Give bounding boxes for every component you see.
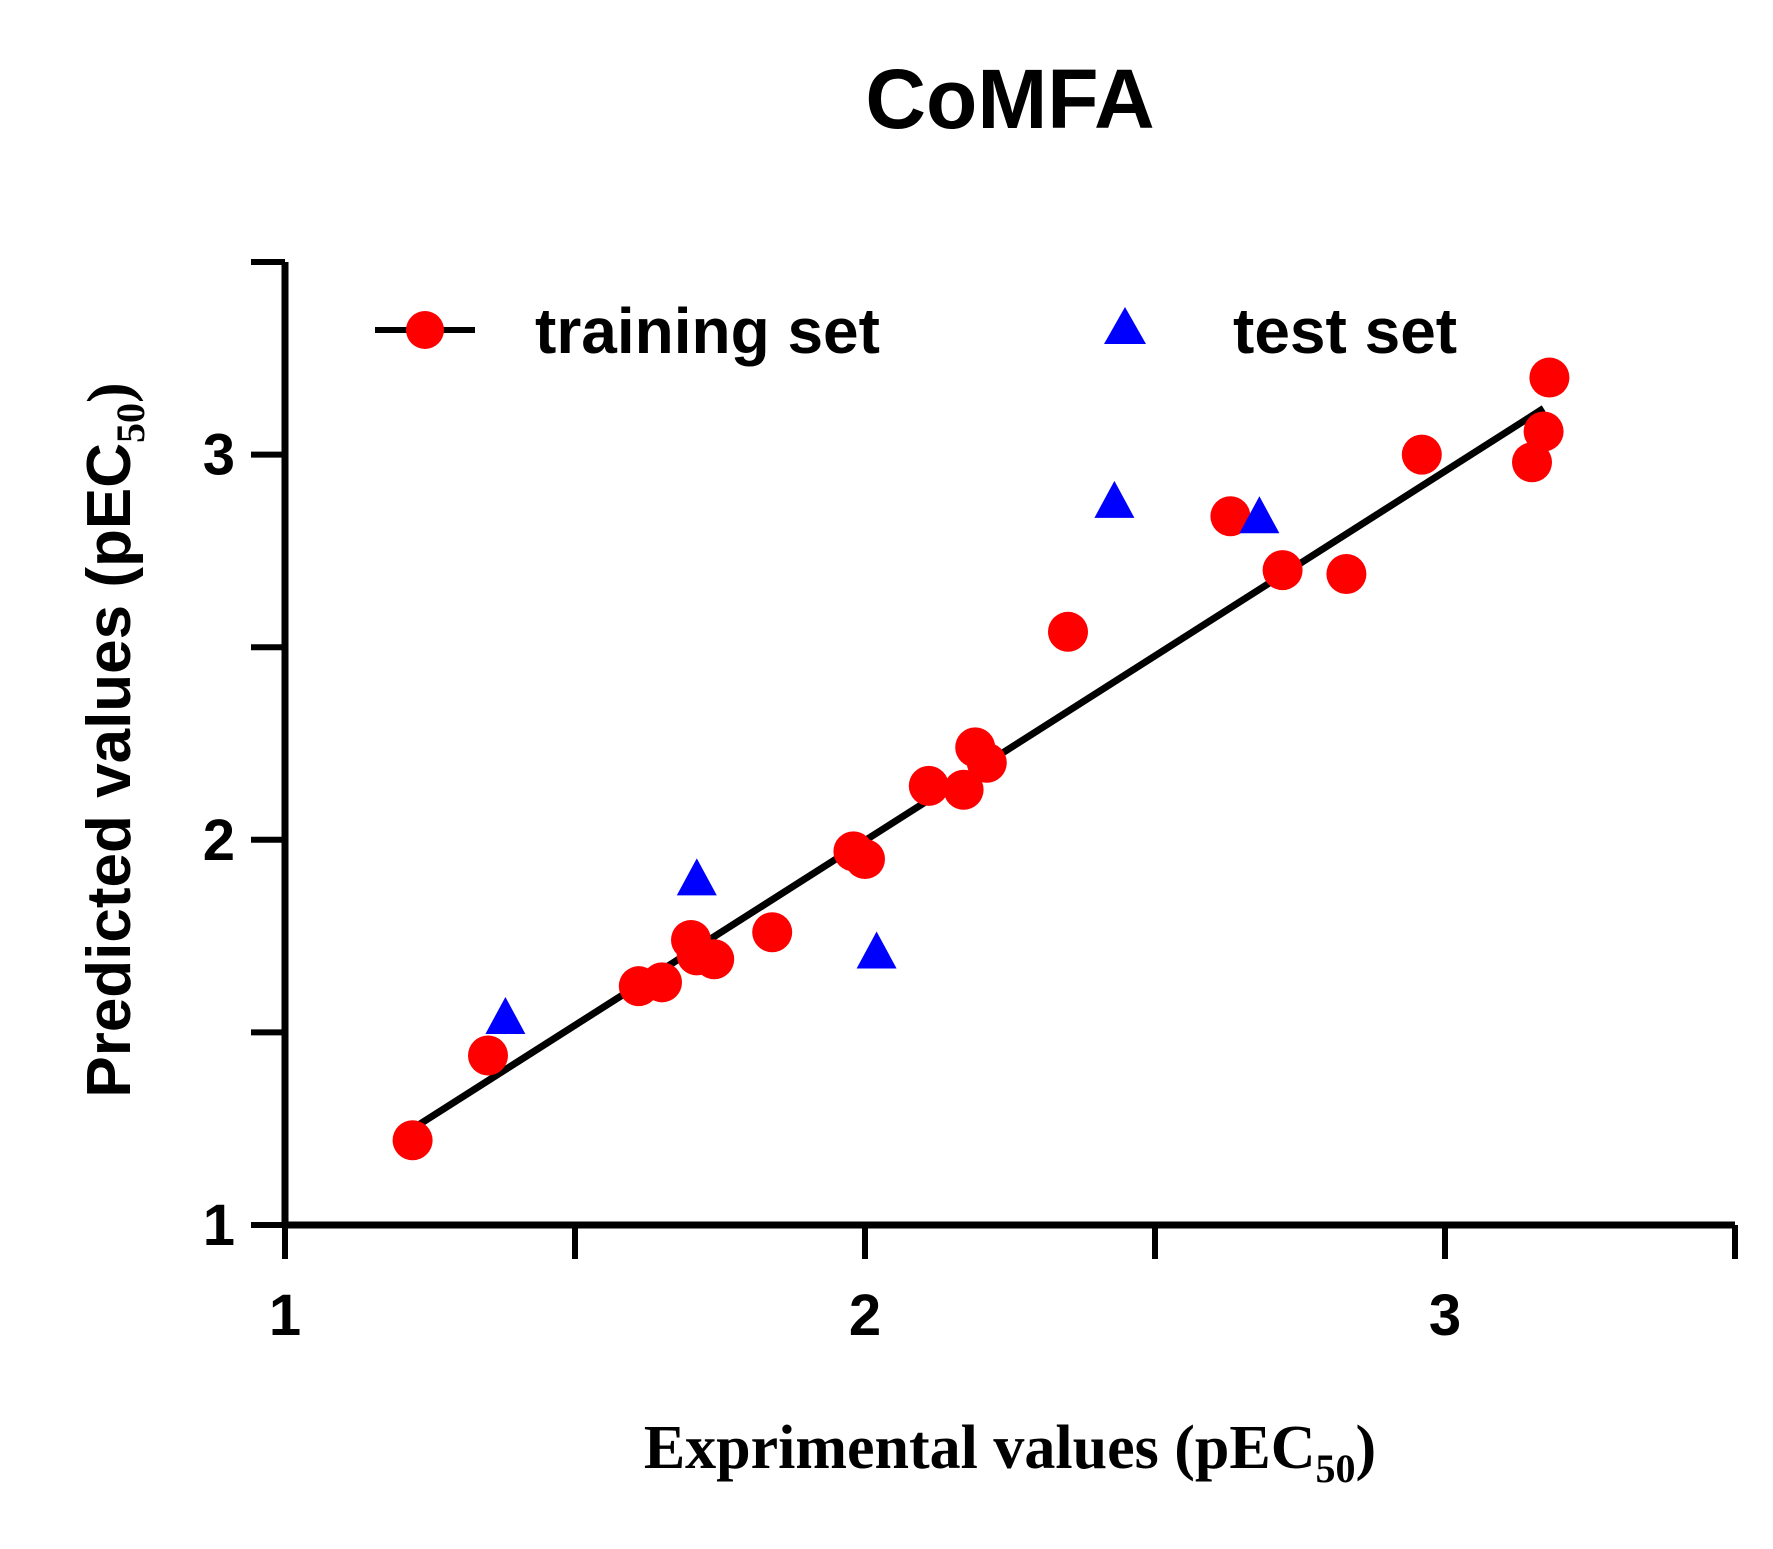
training-point-3 bbox=[642, 962, 682, 1003]
legend-test-label: test set bbox=[1233, 295, 1457, 367]
training-point-15 bbox=[1210, 496, 1251, 537]
chart-title: CoMFA bbox=[865, 52, 1154, 146]
training-point-10 bbox=[908, 765, 949, 806]
test-point-4 bbox=[1239, 496, 1280, 534]
training-point-0 bbox=[392, 1120, 433, 1161]
y-tick-label-1: 2 bbox=[203, 808, 235, 873]
test-point-2 bbox=[856, 931, 897, 969]
training-point-16 bbox=[1262, 550, 1303, 591]
test-point-1 bbox=[676, 858, 717, 896]
legend-training-marker bbox=[406, 311, 444, 349]
legend-test-marker bbox=[1104, 307, 1146, 344]
training-point-19 bbox=[1512, 442, 1552, 483]
training-point-13 bbox=[966, 742, 1007, 783]
x-tick-label-0: 1 bbox=[269, 1283, 301, 1348]
y-tick-label-2: 3 bbox=[203, 423, 235, 488]
training-point-18 bbox=[1401, 434, 1442, 475]
training-point-7 bbox=[752, 912, 793, 953]
axes: 1 2 3 1 2 3 bbox=[203, 259, 1738, 1348]
training-point-14 bbox=[1048, 611, 1088, 652]
test-point-0 bbox=[485, 996, 526, 1034]
training-point-9 bbox=[845, 839, 885, 880]
legend: training set test set bbox=[375, 295, 1457, 367]
training-point-1 bbox=[468, 1035, 508, 1076]
y-axis-label: Predicted values (pEC50) bbox=[75, 382, 153, 1097]
x-tick-label-2: 3 bbox=[1429, 1283, 1461, 1348]
training-point-11 bbox=[943, 769, 984, 810]
data-points bbox=[392, 357, 1570, 1161]
legend-training-label: training set bbox=[535, 295, 880, 367]
test-point-3 bbox=[1094, 480, 1135, 518]
training-point-6 bbox=[694, 939, 735, 980]
y-tick-label-0: 1 bbox=[203, 1193, 235, 1258]
training-point-17 bbox=[1326, 554, 1367, 595]
training-point-20 bbox=[1523, 411, 1564, 452]
training-point-21 bbox=[1529, 357, 1570, 398]
x-tick-label-1: 2 bbox=[849, 1283, 881, 1348]
x-axis-label: Exprimental values (pEC50) bbox=[644, 1414, 1376, 1491]
